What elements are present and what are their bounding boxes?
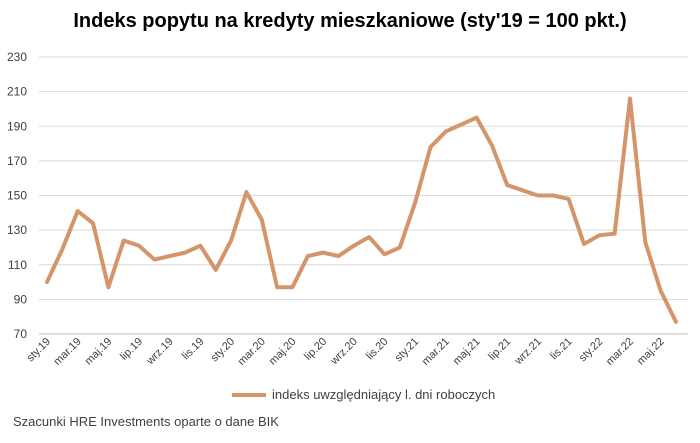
x-tick-label: lis.19 — [180, 336, 207, 363]
gridlines — [39, 56, 688, 335]
y-tick-label: 130 — [7, 223, 27, 237]
y-tick-label: 110 — [8, 258, 27, 272]
y-tick-label: 170 — [7, 154, 27, 168]
x-tick-label: wrz.19 — [144, 336, 176, 368]
x-tick-label: maj.20 — [267, 336, 299, 368]
x-tick-label: maj.22 — [635, 336, 667, 368]
y-axis-ticks: 70 90 110 130 150 170 190 210 230 — [7, 50, 27, 341]
x-tick-label: sty.21 — [393, 336, 422, 365]
y-tick-label: 150 — [7, 189, 27, 203]
x-tick-label: lip.21 — [486, 336, 513, 363]
x-tick-label: mar.19 — [52, 336, 84, 368]
x-tick-label: maj.21 — [451, 336, 483, 368]
x-tick-label: maj.19 — [83, 336, 115, 368]
x-tick-label: mar.21 — [420, 336, 452, 368]
series-lines — [45, 96, 678, 324]
x-tick-label: sty.20 — [209, 336, 238, 365]
chart-title: Indeks popytu na kredyty mieszkaniowe (s… — [73, 10, 627, 32]
x-tick-label: mar.22 — [604, 336, 636, 368]
x-tick-label: mar.20 — [236, 336, 268, 368]
x-tick-label: sty.22 — [577, 336, 606, 365]
x-tick-label: lis.21 — [548, 336, 575, 363]
x-tick-label: wrz.20 — [328, 336, 360, 368]
x-tick-label: wrz.21 — [512, 336, 544, 368]
x-tick-label: lis.20 — [364, 336, 391, 363]
legend: indeks uwzględniający l. dni roboczych — [232, 387, 495, 402]
series-line-0 — [45, 96, 678, 324]
y-tick-label: 70 — [14, 327, 28, 341]
y-tick-label: 90 — [14, 292, 28, 306]
x-tick-label: lip.20 — [302, 336, 329, 363]
source-note: Szacunki HRE Investments oparte o dane B… — [13, 414, 279, 429]
legend-label: indeks uwzględniający l. dni roboczych — [272, 387, 496, 402]
y-tick-label: 190 — [7, 119, 27, 133]
legend-swatch — [232, 392, 266, 397]
y-tick-label: 230 — [7, 50, 27, 64]
x-tick-label: sty.19 — [24, 336, 53, 365]
x-tick-label: lip.19 — [118, 336, 145, 363]
y-tick-label: 210 — [7, 85, 27, 99]
